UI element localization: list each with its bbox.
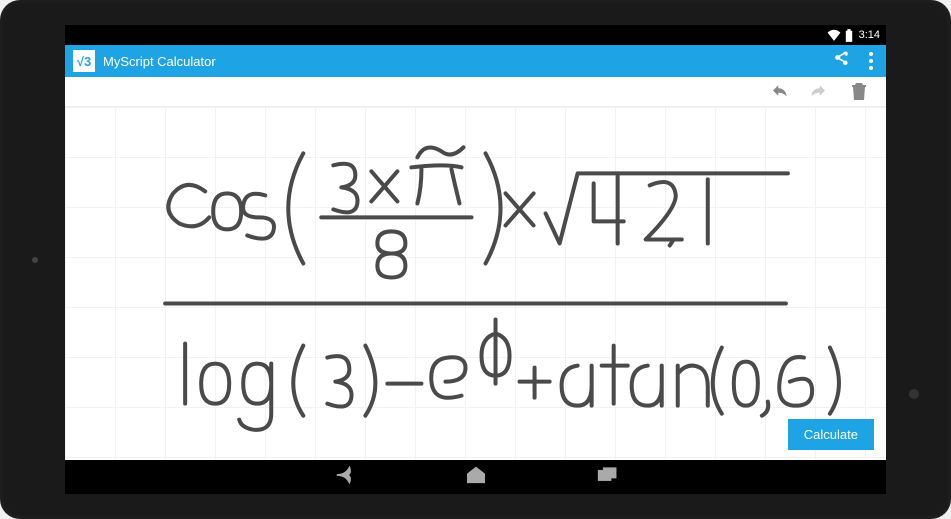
tablet-frame: 3:14 √3 MyScript Calculator bbox=[0, 0, 951, 519]
app-icon: √3 bbox=[73, 50, 95, 72]
app-icon-label: √3 bbox=[77, 54, 91, 69]
undo-button[interactable] bbox=[770, 83, 788, 101]
android-nav-bar bbox=[65, 460, 886, 494]
nav-home-button[interactable] bbox=[465, 466, 487, 489]
status-clock: 3:14 bbox=[859, 29, 880, 41]
handwriting-strokes bbox=[65, 107, 886, 460]
status-bar: 3:14 bbox=[65, 25, 886, 45]
calculate-button[interactable]: Calculate bbox=[788, 419, 874, 450]
overflow-menu-button[interactable] bbox=[864, 52, 878, 70]
app-title: MyScript Calculator bbox=[103, 54, 824, 69]
canvas-toolbar bbox=[65, 77, 886, 107]
screen: 3:14 √3 MyScript Calculator bbox=[65, 25, 886, 494]
trash-button[interactable] bbox=[850, 83, 868, 101]
battery-icon bbox=[845, 29, 853, 42]
tablet-power-button bbox=[909, 389, 919, 399]
nav-back-button[interactable] bbox=[333, 466, 355, 489]
app-actions bbox=[832, 50, 878, 73]
wifi-icon bbox=[827, 29, 841, 41]
share-button[interactable] bbox=[832, 50, 850, 73]
app-bar: √3 MyScript Calculator bbox=[65, 45, 886, 77]
redo-button[interactable] bbox=[810, 83, 828, 101]
handwriting-canvas[interactable]: Calculate bbox=[65, 107, 886, 460]
nav-recents-button[interactable] bbox=[597, 467, 619, 488]
tablet-camera bbox=[32, 257, 38, 263]
